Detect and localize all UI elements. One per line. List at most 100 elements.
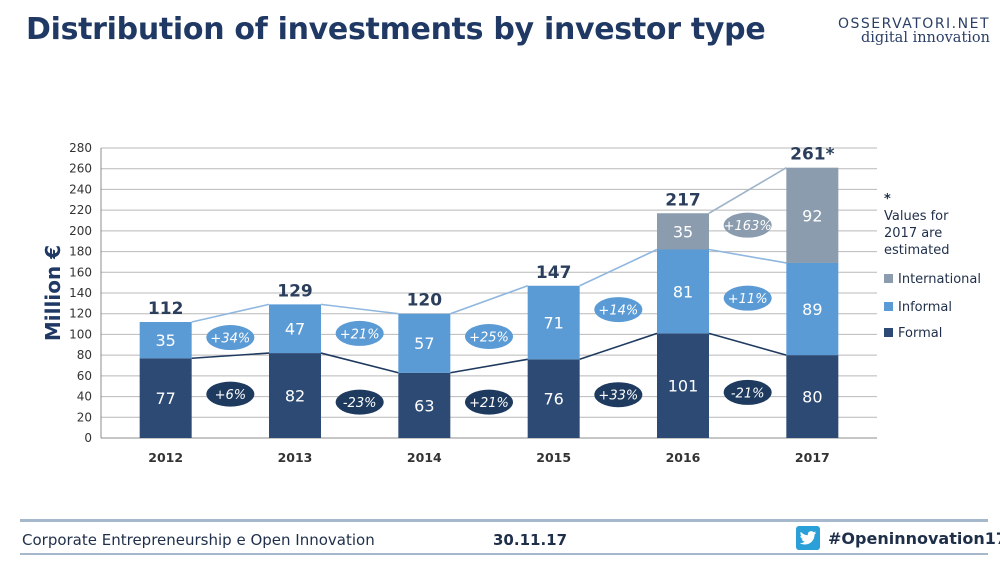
bar-informal	[398, 313, 451, 373]
formal-trend-line	[579, 332, 658, 361]
footer-hashtag: #Openinnovation17	[828, 528, 1000, 548]
osservatori-logo: OSSERVATORI.NET digital innovation	[838, 16, 990, 46]
bar-total-label: 112	[148, 299, 184, 319]
growth-oval-formal-label: +21%	[469, 396, 509, 411]
bar-total-label: 217	[665, 190, 701, 210]
growth-oval-international-label: +163%	[724, 219, 772, 234]
bar-total-label: 261*	[790, 145, 834, 165]
bar-value-label: 81	[673, 282, 693, 301]
growth-oval-formal	[594, 382, 643, 408]
y-tick-label: 280	[69, 141, 92, 155]
growth-oval-informal	[465, 324, 513, 349]
growth-oval-formal	[723, 379, 772, 405]
bar-total-label: 147	[536, 263, 572, 283]
bar-formal	[657, 333, 709, 438]
bar-informal	[527, 285, 580, 360]
y-tick-label: 120	[69, 307, 92, 321]
bar-international	[657, 213, 709, 250]
y-tick-label: 140	[69, 286, 92, 300]
page-title: Distribution of investments by investor …	[26, 12, 766, 47]
growth-oval-formal-label: -23%	[343, 396, 377, 411]
estimate-note: *	[884, 192, 891, 207]
footer-divider-top	[20, 519, 988, 522]
y-tick-label: 260	[69, 162, 92, 176]
bar-formal	[786, 355, 839, 438]
bar-value-label: 77	[155, 389, 175, 408]
y-tick-label: 0	[84, 431, 92, 445]
growth-oval-formal	[465, 389, 513, 415]
footer-divider-bottom	[20, 553, 988, 555]
estimate-note: Values for	[884, 209, 949, 224]
bar-value-label: 76	[543, 390, 563, 409]
bar-formal	[527, 359, 580, 438]
bar-value-label: 89	[802, 300, 822, 319]
y-tick-label: 60	[77, 369, 92, 383]
x-tick-label: 2014	[407, 450, 442, 465]
y-tick-label: 180	[69, 245, 92, 259]
y-tick-label: 200	[69, 224, 92, 238]
growth-oval-formal	[206, 381, 255, 407]
y-tick-label: 80	[77, 348, 92, 362]
bar-informal	[269, 304, 321, 354]
growth-oval-informal-label: +11%	[728, 292, 768, 307]
bar-total-label: 120	[407, 291, 443, 311]
footer-hashtag-group: #Openinnovation17	[796, 526, 1000, 550]
growth-oval-informal-label: +14%	[598, 304, 638, 319]
growth-oval-informal-label: +25%	[469, 331, 509, 346]
bar-informal	[139, 322, 192, 359]
bar-value-label: 57	[414, 334, 434, 353]
x-tick-label: 2015	[536, 450, 571, 465]
bar-informal	[657, 249, 709, 334]
international-trend-line	[708, 166, 787, 214]
y-tick-label: 240	[69, 182, 92, 196]
informal-trend-line	[191, 303, 270, 323]
footer-event-name: Corporate Entrepreneurship e Open Innova…	[22, 531, 375, 549]
bar-formal	[398, 372, 451, 438]
y-tick-label: 220	[69, 203, 92, 217]
y-tick-label: 100	[69, 327, 92, 341]
footer-date: 30.11.17	[493, 531, 568, 549]
legend-swatch	[884, 328, 893, 337]
growth-oval-formal-label: -21%	[731, 386, 765, 401]
growth-oval-formal-label: +6%	[215, 388, 247, 403]
twitter-icon	[796, 526, 820, 550]
y-axis-label: Million €	[41, 245, 65, 341]
x-tick-label: 2012	[148, 450, 183, 465]
growth-oval-formal-label: +33%	[598, 389, 638, 404]
legend-swatch	[884, 302, 893, 311]
logo-line1: OSSERVATORI.NET	[837, 16, 990, 32]
investment-chart: 0 20 40 60 80 100 120 140 160 180 200 220 240 260 280 M…	[41, 141, 981, 465]
informal-trend-line	[320, 303, 399, 315]
y-tick-label: 160	[69, 265, 92, 279]
bar-value-label: 92	[802, 206, 822, 225]
x-tick-label: 2017	[795, 450, 830, 465]
bar-value-label: 47	[285, 320, 305, 339]
bar-formal	[269, 353, 321, 438]
bar-value-label: 35	[673, 222, 693, 241]
bar-value-label: 80	[802, 388, 822, 407]
bar-informal	[786, 262, 839, 356]
estimate-note: estimated	[884, 243, 949, 258]
y-tick-label: 40	[77, 390, 92, 404]
estimate-note: 2017 are	[884, 226, 942, 241]
bar-value-label: 35	[155, 331, 175, 350]
formal-trend-line	[450, 358, 528, 374]
bar-value-label: 71	[543, 314, 563, 333]
formal-trend-line	[191, 352, 270, 360]
growth-oval-informal	[335, 320, 384, 346]
informal-trend-line	[579, 248, 658, 287]
bar-total-label: 129	[277, 281, 313, 301]
legend-label: Informal	[898, 300, 952, 315]
legend-label: International	[898, 272, 981, 287]
growth-oval-informal	[723, 285, 772, 311]
formal-trend-line	[708, 332, 787, 356]
growth-oval-informal-label: +21%	[340, 327, 380, 342]
growth-oval-informal	[594, 297, 643, 323]
growth-oval-formal	[335, 389, 384, 415]
growth-oval-international	[723, 212, 772, 238]
bar-value-label: 63	[414, 396, 434, 415]
logo-line2: digital innovation	[861, 30, 990, 46]
y-tick-label: 20	[77, 410, 92, 424]
x-tick-label: 2016	[666, 450, 701, 465]
bar-value-label: 82	[285, 387, 305, 406]
